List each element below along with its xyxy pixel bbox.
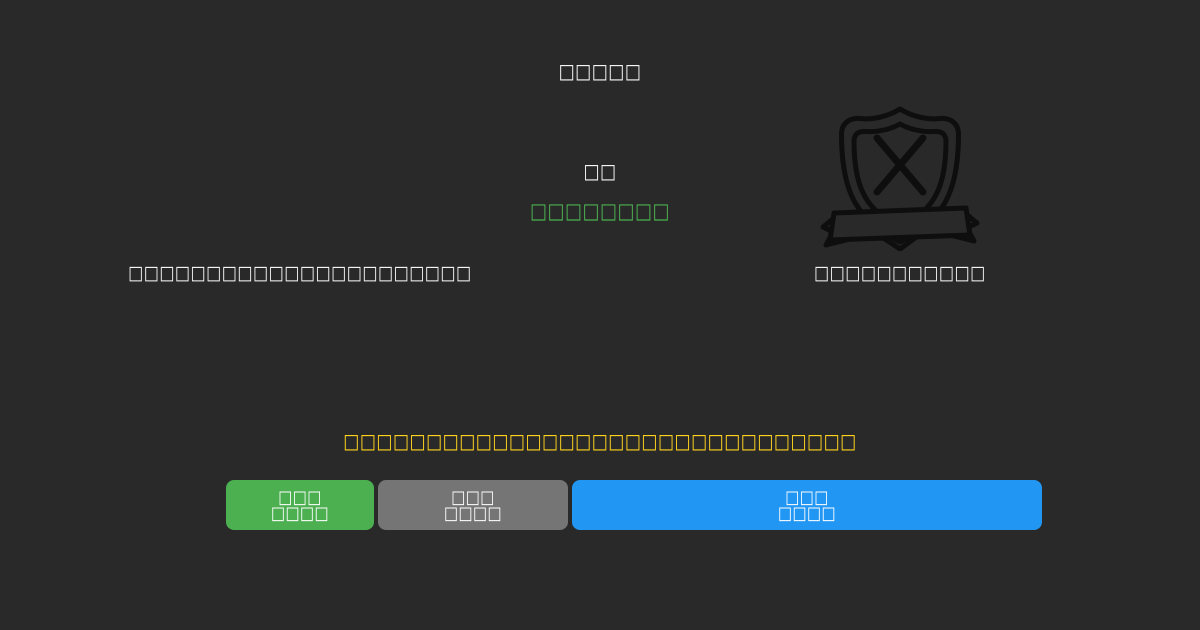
subtitle-text: □□ [583, 160, 617, 184]
green-action-button[interactable]: □□□ □□□□ [226, 480, 374, 530]
shield-caption-text: □□□□□□□□□□□ [814, 261, 986, 284]
warning-text-value: □□□□□□□□□□□□□□□□□□□□□□□□□□□□□□□ [343, 430, 857, 454]
green-button-line2: □□□□ [271, 502, 329, 524]
status-text-value: □□□□□□□□ [529, 199, 671, 224]
gray-action-button[interactable]: □□□ □□□□ [378, 480, 568, 530]
status-text: □□□□□□□□ [0, 199, 1200, 224]
blue-action-button[interactable]: □□□ □□□□ [572, 480, 1042, 530]
shield-x-banner-icon [820, 103, 980, 252]
blue-button-line1: □□□ [785, 486, 829, 508]
left-note: □□□□□□□□□□□□□□□□□□□□□□ [0, 261, 600, 284]
page-title-text: □□□□□ [558, 60, 642, 84]
green-button-line1: □□□ [278, 486, 322, 508]
warning-text: □□□□□□□□□□□□□□□□□□□□□□□□□□□□□□□ [0, 430, 1200, 454]
left-note-text: □□□□□□□□□□□□□□□□□□□□□□ [128, 261, 472, 284]
button-row: □□□ □□□□ □□□ □□□□ □□□ □□□□ [226, 480, 1042, 530]
subtitle: □□ [0, 160, 1200, 184]
gray-button-line2: □□□□ [444, 502, 502, 524]
blue-button-line2: □□□□ [778, 502, 836, 524]
shield-caption: □□□□□□□□□□□ [600, 261, 1200, 284]
gray-button-line1: □□□ [451, 486, 495, 508]
page-title: □□□□□ [0, 60, 1200, 84]
